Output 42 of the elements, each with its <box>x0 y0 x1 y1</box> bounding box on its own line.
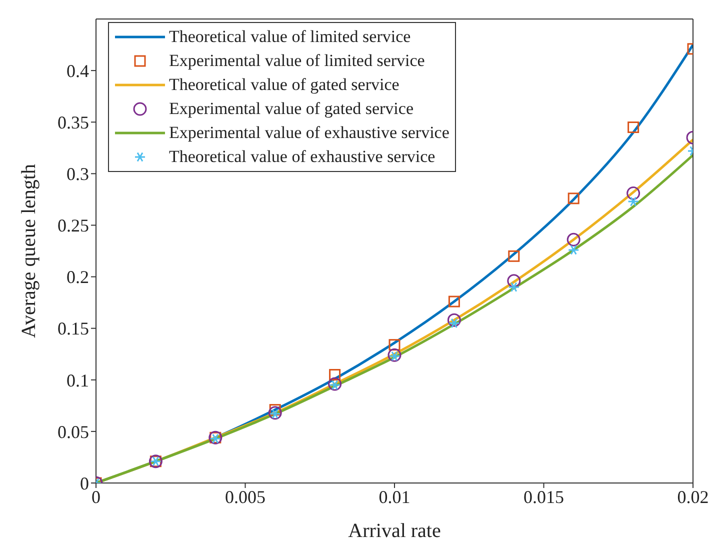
x-tick-label: 0.015 <box>524 486 564 507</box>
y-tick-label: 0.2 <box>66 267 89 288</box>
legend-label: Theoretical value of gated service <box>169 74 400 96</box>
x-axis-title: Arrival rate <box>348 520 441 542</box>
x-tick-label: 0.02 <box>677 486 709 507</box>
point <box>628 196 640 207</box>
point <box>447 313 461 327</box>
point <box>388 348 402 362</box>
point <box>269 408 281 419</box>
y-axis-title: Average queue length <box>18 164 40 338</box>
point <box>508 250 520 262</box>
point <box>507 274 521 288</box>
y-tick-label: 0.4 <box>66 60 89 81</box>
y-tick-label: 0.1 <box>66 370 89 390</box>
point <box>269 404 281 416</box>
point <box>568 244 580 256</box>
point <box>388 351 400 362</box>
y-tick-label: 0.15 <box>58 318 89 339</box>
point <box>329 380 341 390</box>
x-tick-label: 0.005 <box>225 486 266 507</box>
point <box>268 406 282 420</box>
point <box>448 296 460 308</box>
point <box>568 192 580 204</box>
y-tick-label: 0.05 <box>58 422 89 442</box>
y-tick-label: 0 <box>80 473 89 494</box>
point <box>508 282 520 292</box>
point <box>329 368 341 380</box>
x-tick-label: 0.01 <box>378 486 410 507</box>
legend-label: Experimental value of exhaustive service <box>169 122 450 144</box>
point <box>388 339 400 351</box>
legend-label: Experimental value of gated service <box>169 98 414 120</box>
point <box>328 377 342 391</box>
point <box>628 122 640 134</box>
legend-label: Experimental value of limited service <box>169 50 425 72</box>
legend-label: Theoretical value of exhaustive service <box>169 146 436 168</box>
y-tick-label: 0.3 <box>66 164 89 184</box>
point <box>448 318 460 328</box>
y-tick-label: 0.35 <box>58 112 89 132</box>
point <box>626 186 640 200</box>
point <box>566 232 580 246</box>
legend-label: Theoretical value of limited service <box>169 26 411 48</box>
y-tick-label: 0.25 <box>58 216 89 236</box>
